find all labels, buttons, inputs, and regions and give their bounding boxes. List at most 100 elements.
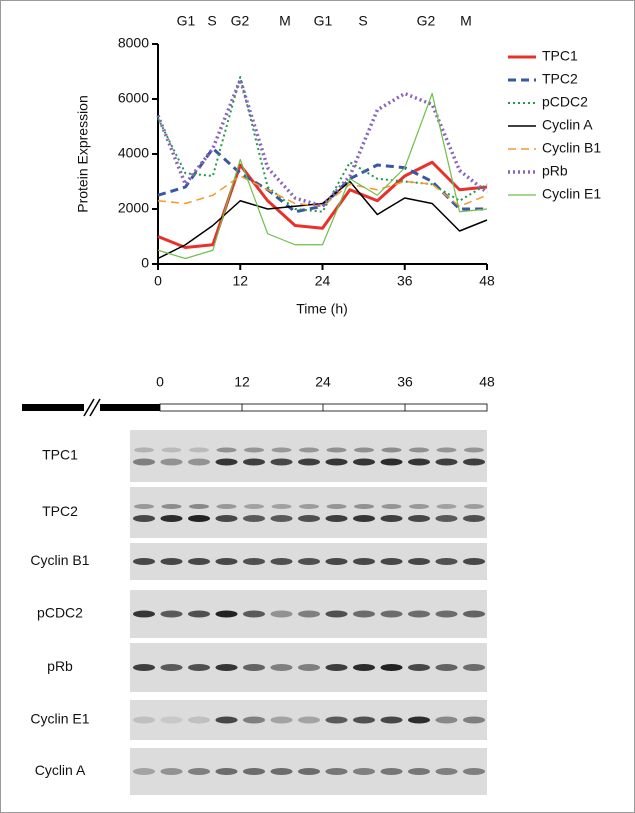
blot-band — [463, 664, 485, 671]
blot-band — [243, 558, 265, 565]
blot-label: Cyclin E1 — [30, 711, 89, 727]
blot-band — [189, 504, 209, 509]
blot-band — [243, 716, 265, 724]
blot-band — [298, 515, 320, 522]
blot-label: TPC2 — [42, 503, 78, 519]
y-tick-label: 0 — [141, 255, 149, 271]
blot-label: pRb — [47, 658, 73, 674]
blot-band — [215, 664, 238, 671]
blot-band — [160, 610, 183, 618]
time-label: 24 — [315, 374, 331, 390]
blot-band — [463, 716, 485, 724]
blot-band — [463, 515, 485, 522]
blot-band — [298, 610, 320, 618]
blot-band — [353, 716, 375, 724]
blot-band — [436, 504, 457, 509]
blot-band — [188, 610, 210, 618]
blot-label: TPC1 — [42, 447, 78, 463]
phase-label: S — [358, 13, 367, 29]
blot-band — [353, 558, 375, 565]
blot-band — [134, 504, 154, 509]
blot-band — [409, 504, 429, 509]
blot-band — [216, 447, 237, 453]
blot-band — [270, 558, 293, 565]
blot-band — [270, 664, 293, 671]
blot-label: pCDC2 — [37, 605, 83, 621]
blot-band — [215, 458, 238, 466]
blot-band — [408, 458, 430, 466]
time-label: 0 — [156, 374, 164, 390]
blot-band — [215, 716, 238, 724]
series-line — [157, 160, 488, 249]
legend-label: TPC1 — [542, 48, 578, 64]
series-line — [157, 175, 488, 207]
y-tick-label: 8000 — [118, 35, 149, 51]
timeline-bar — [159, 403, 488, 412]
blot-band — [463, 768, 485, 775]
blot-band — [188, 558, 210, 565]
blot-band — [380, 768, 403, 775]
time-label: 12 — [234, 374, 250, 390]
blot-band — [380, 458, 403, 466]
break-mark — [89, 398, 101, 417]
blot-band — [161, 504, 182, 509]
blot-band — [353, 515, 375, 522]
blot-band — [325, 515, 348, 522]
western-blot: 0 12 24 36 48 TPC1 TPC2 Cyclin B1 pCDC2 pRb Cyclin… — [22, 374, 495, 795]
phase-label: G1 — [314, 13, 333, 29]
blot-band — [133, 664, 155, 671]
blot-band — [380, 716, 403, 724]
blot-band — [298, 768, 320, 775]
blot-band — [299, 504, 319, 509]
series-line — [157, 92, 488, 260]
blot-band — [325, 458, 348, 466]
blot-band — [298, 664, 320, 671]
blot-band — [325, 716, 348, 724]
x-tick-label: 12 — [232, 273, 248, 289]
blot-band — [354, 447, 374, 453]
blot-band — [244, 504, 264, 509]
blot-band — [215, 558, 238, 565]
blot-band — [435, 768, 458, 775]
blot-band — [463, 458, 485, 466]
blot-band — [464, 504, 484, 509]
blot-band — [353, 458, 375, 466]
legend-label: TPC2 — [542, 71, 578, 87]
blot-band — [270, 515, 293, 522]
blot-band — [133, 768, 155, 775]
blot-band — [381, 447, 402, 453]
blot-band — [243, 458, 265, 466]
series-line — [157, 76, 488, 213]
blot-band — [271, 447, 292, 453]
blot-band — [408, 558, 430, 565]
blot-band — [216, 504, 237, 509]
phase-label: G2 — [231, 13, 250, 29]
blot-band — [326, 447, 347, 453]
blot-band — [188, 664, 210, 671]
blot-band — [243, 768, 265, 775]
break-mark — [83, 398, 95, 417]
blot-band — [270, 716, 293, 724]
blot-band — [436, 447, 457, 453]
blot-band — [409, 447, 429, 453]
blot-band — [354, 504, 374, 509]
blot-band — [161, 447, 182, 453]
legend-label: Cyclin B1 — [542, 140, 601, 156]
blot-band — [353, 610, 375, 618]
phase-label: S — [207, 13, 216, 29]
x-tick-label: 48 — [479, 273, 495, 289]
blot-band — [133, 458, 155, 466]
blot-band — [408, 515, 430, 522]
blot-band — [325, 664, 348, 671]
blot-band — [270, 768, 293, 775]
blot-band — [298, 558, 320, 565]
blot-label: Cyclin A — [35, 762, 86, 778]
blot-band — [133, 558, 155, 565]
blot-band — [463, 558, 485, 565]
blot-band — [464, 447, 484, 453]
blot-band — [435, 664, 458, 671]
blot-band — [133, 515, 155, 522]
blot-band — [435, 558, 458, 565]
blot-band — [160, 458, 183, 466]
blot-band — [380, 558, 403, 565]
